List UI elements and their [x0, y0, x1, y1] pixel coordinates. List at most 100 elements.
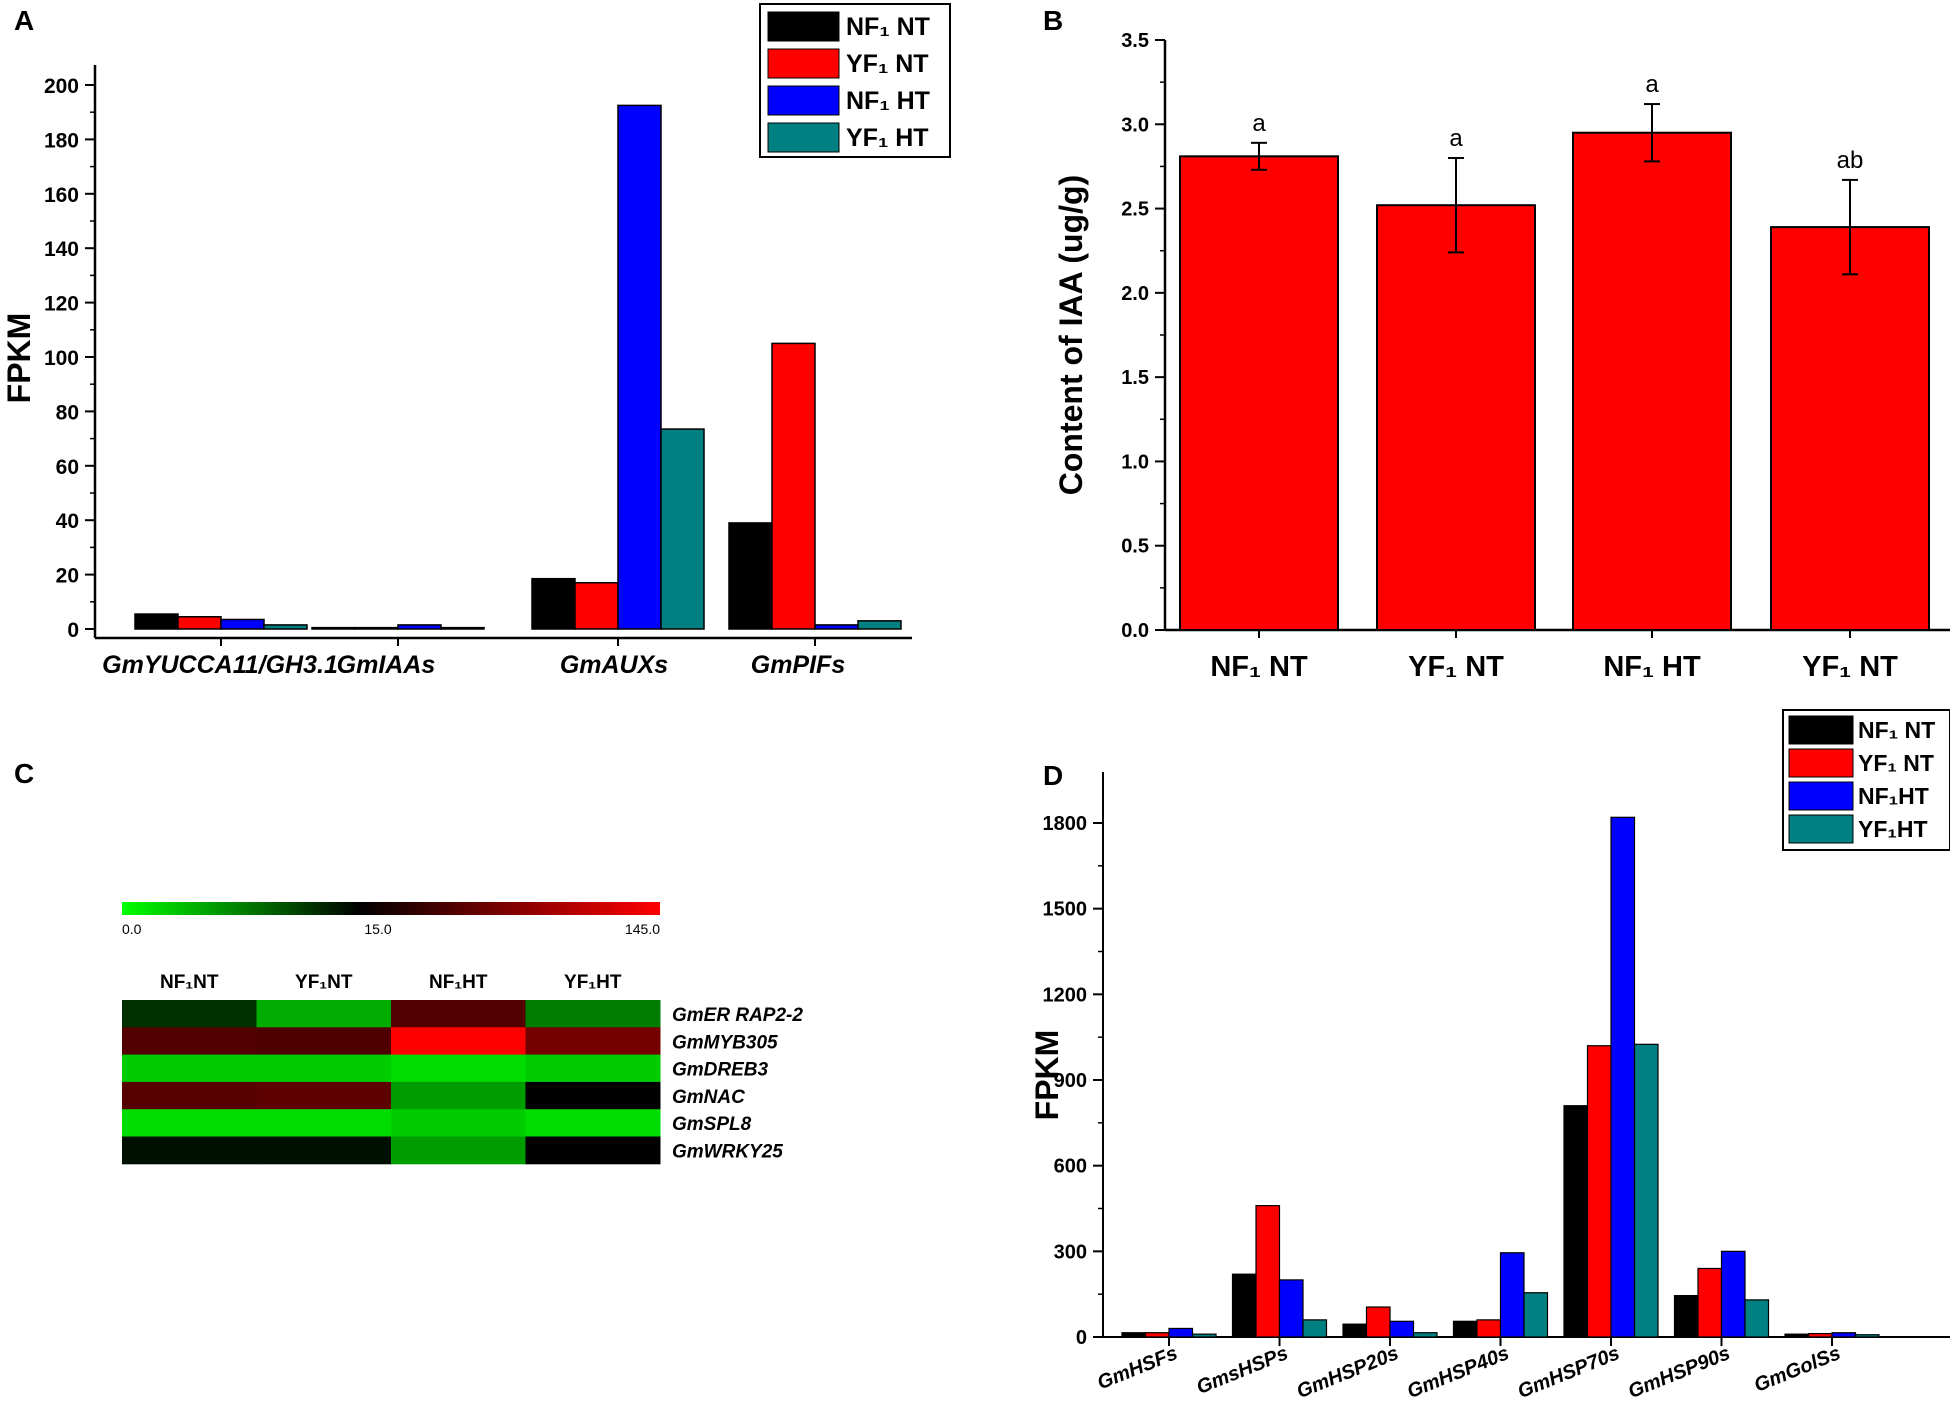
panel-d-y-tick-label: 600: [1054, 1156, 1087, 1178]
panel-d-bar: [1191, 1333, 1217, 1338]
panel-d-bar: [1673, 1294, 1699, 1338]
panel-b-y-tick-label: 2.0: [1121, 283, 1149, 305]
panel-c-heatmap-cell: [525, 1081, 661, 1110]
panel-a-x-tick-label: GmIAAs: [337, 651, 436, 679]
panel-c-row-label: GmDREB3: [672, 1060, 769, 1081]
panel-a-legend-label: YF₁ NT: [846, 50, 929, 78]
panel-d-bar: [1278, 1279, 1304, 1338]
panel-d-bar: [1633, 1043, 1659, 1338]
panel-d-bar: [1854, 1334, 1880, 1338]
panel-a-y-tick-label: 120: [44, 293, 79, 316]
panel-d-bar: [1144, 1332, 1170, 1338]
panel-d-bar: [1610, 816, 1636, 1338]
panel-c-heatmap-cell: [256, 1000, 392, 1028]
panel-d-bar: [1389, 1320, 1415, 1338]
panel-c-heatmap-cell: [256, 1054, 392, 1083]
panel-b-y-tick-label: 1.0: [1121, 451, 1149, 473]
panel-a-y-tick-label: 200: [44, 75, 79, 98]
panel-c-heatmap-cell: [525, 1027, 661, 1056]
panel-c-heatmap-cell: [525, 1109, 661, 1137]
panel-b-y-tick-label: 3.5: [1121, 30, 1149, 52]
panel-c-heatmap-cell: [256, 1081, 392, 1110]
panel-a-x-tick-label: GmPIFs: [751, 651, 846, 679]
panel-a-y-axis-label: FPKM: [1, 313, 37, 404]
panel-a-y-tick-label: 60: [56, 456, 79, 479]
panel-b-bar: [1572, 131, 1732, 631]
panel-c-scale-label: 0.0: [122, 921, 142, 937]
panel-c-heatmap-cell: [525, 1054, 661, 1083]
panel-a-bar: [311, 626, 356, 630]
panel-d-bar: [1784, 1333, 1810, 1338]
panel-d-bar: [1302, 1319, 1328, 1338]
panel-d-y-tick-label: 1200: [1043, 984, 1088, 1006]
panel-a-legend-swatch: [767, 11, 840, 42]
panel-a-legend-swatch: [767, 122, 840, 153]
panel-a-legend-label: NF₁ HT: [846, 87, 930, 115]
panel-b-y-tick-label: 0.0: [1121, 620, 1149, 642]
panel-b-y-tick-label: 0.5: [1121, 536, 1149, 558]
panel-a-bar: [177, 616, 222, 630]
panel-a-bar: [771, 342, 816, 630]
panel-d-y-axis-label: FPKM: [1029, 1030, 1065, 1121]
panel-d-legend-swatch: [1788, 781, 1854, 811]
panel-c-heatmap-cell: [391, 1027, 526, 1056]
panel-d-bar: [1365, 1306, 1391, 1338]
panel-a-bar: [660, 428, 705, 630]
panel-b-significance-letter: a: [1645, 71, 1659, 98]
panel-c-heatmap-cell: [391, 1054, 526, 1083]
panel-b-bar: [1376, 204, 1536, 631]
panel-c-heatmap-cell: [256, 1027, 392, 1056]
panel-a-y-tick-label: 140: [44, 238, 79, 261]
panel-c-heatmap-cell: [391, 1000, 526, 1028]
panel-a-bar: [134, 613, 179, 630]
panel-c-scale-label: 145.0: [625, 921, 660, 937]
panel-c-column-label: NF₁NT: [160, 972, 219, 993]
panel-d-y-tick-label: 1500: [1043, 899, 1088, 921]
panel-d-legend: NF₁ NT YF₁ NT NF₁HT YF₁HT: [1782, 709, 1950, 851]
panel-d-bar: [1412, 1332, 1438, 1338]
panel-a-bar: [397, 624, 442, 630]
panel-c-column-label: YF₁HT: [564, 972, 622, 993]
panel-d-y-tick-label: 900: [1054, 1070, 1087, 1092]
panel-b-x-tick-label: YF₁ NT: [1408, 651, 1504, 683]
panel-d-bar: [1697, 1267, 1723, 1338]
panel-a-bar: [814, 624, 859, 630]
panel-a-bar: [857, 620, 902, 630]
panel-a-bar: [263, 624, 308, 630]
panel-b-y-tick-label: 1.5: [1121, 367, 1149, 389]
panel-d-bar: [1720, 1250, 1746, 1338]
panel-d-x-tick-label: GmGolSs: [1751, 1342, 1844, 1397]
panel-c-heatmap-cell: [391, 1136, 526, 1165]
panel-d-bar: [1807, 1332, 1833, 1338]
panel-b-x-tick-label: YF₁ NT: [1802, 651, 1898, 683]
panel-c-heatmap-cell: [256, 1136, 392, 1165]
panel-c-heatmap-cell: [122, 1027, 257, 1056]
panel-a-legend: NF₁ NT YF₁ NT NF₁ HT YF₁ HT: [759, 3, 951, 158]
panel-a-y-tick-label: 20: [56, 565, 79, 588]
panel-d-x-tick-label: GmsHSPs: [1193, 1342, 1291, 1399]
panel-d-bar: [1231, 1273, 1257, 1338]
panel-a-chart: 0 20 40 60 80 100 120 140 160 180 200 GmYUCCA11/GH3…: [1, 3, 951, 679]
panel-d-bar: [1563, 1105, 1589, 1338]
panel-c-heatmap-cell: [122, 1081, 257, 1110]
panel-label-c: C: [14, 758, 34, 789]
panel-a-y-tick-label: 0: [67, 619, 79, 642]
panel-c-heatmap-cell: [525, 1136, 661, 1165]
panel-d-x-tick-label: GmHSP40s: [1404, 1342, 1512, 1403]
panel-a-bar: [220, 618, 265, 630]
panel-c-row-label: GmSPL8: [672, 1114, 752, 1135]
panel-d-legend-swatch: [1788, 814, 1854, 844]
panel-a-y-tick-label: 80: [56, 401, 79, 424]
panel-d-y-tick-label: 1800: [1043, 813, 1088, 835]
panel-d-legend-label: NF₁ NT: [1858, 717, 1935, 743]
panel-d-x-tick-label: GmHSP20s: [1294, 1342, 1402, 1403]
panel-c-row-label: GmMYB305: [672, 1032, 778, 1053]
panel-b-significance-letter: a: [1449, 125, 1463, 152]
panel-d-bar: [1476, 1319, 1502, 1338]
panel-d-bar: [1168, 1327, 1194, 1338]
panel-c-heatmap-cell: [391, 1081, 526, 1110]
panel-b-bar: [1179, 155, 1339, 631]
panel-d-bar: [1586, 1045, 1612, 1338]
panel-c-heatmap-cell: [122, 1054, 257, 1083]
